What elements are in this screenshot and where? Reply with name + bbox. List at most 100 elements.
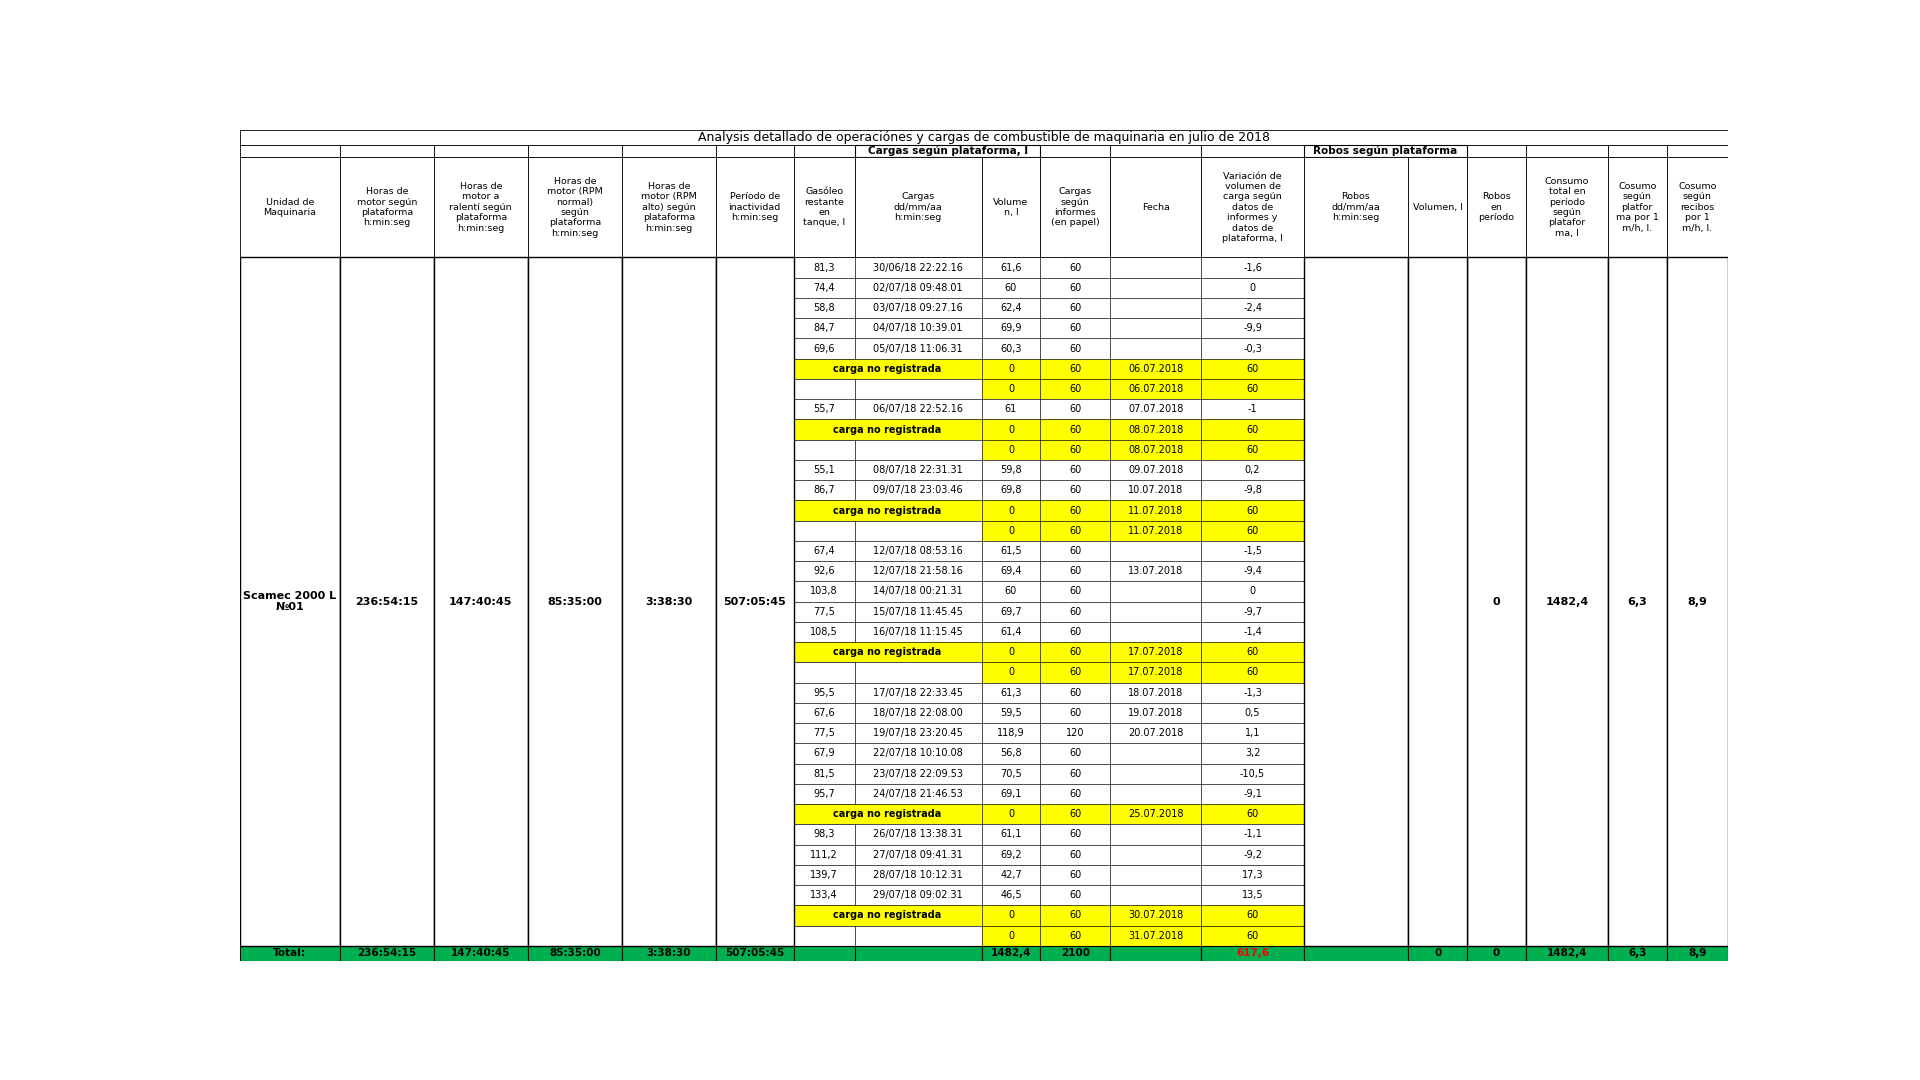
Text: carga no registrada: carga no registrada <box>833 505 941 515</box>
Bar <box>1409 643 1467 662</box>
Text: 56,8: 56,8 <box>1000 748 1021 758</box>
Text: -1,4: -1,4 <box>1242 627 1261 637</box>
Text: 58,8: 58,8 <box>814 303 835 313</box>
Text: 69,2: 69,2 <box>1000 850 1021 860</box>
Bar <box>1467 419 1526 440</box>
Bar <box>240 743 340 764</box>
Bar <box>1110 158 1202 257</box>
Text: Variación de
volumen de
carga según
datos de
informes y
datos de
plataforma, l: Variación de volumen de carga según dato… <box>1223 172 1283 243</box>
Bar <box>1526 440 1607 460</box>
Bar <box>793 278 854 298</box>
Bar <box>622 481 716 500</box>
Bar <box>793 581 854 602</box>
Bar <box>1607 662 1667 683</box>
Bar <box>981 158 1041 257</box>
Bar <box>622 724 716 743</box>
Bar <box>434 278 528 298</box>
Bar <box>981 683 1041 703</box>
Text: carga no registrada: carga no registrada <box>833 424 941 434</box>
Bar <box>1041 845 1110 865</box>
Bar <box>854 257 981 278</box>
Bar <box>1304 338 1409 359</box>
Text: 25.07.2018: 25.07.2018 <box>1127 809 1183 820</box>
Bar <box>340 257 434 946</box>
Bar <box>793 662 854 683</box>
Bar <box>1110 257 1202 278</box>
Text: 60: 60 <box>1069 343 1081 353</box>
Bar <box>716 764 793 784</box>
Bar <box>981 338 1041 359</box>
Bar <box>793 886 854 905</box>
Text: 60: 60 <box>1069 566 1081 577</box>
Text: 0: 0 <box>1008 809 1014 820</box>
Bar <box>1467 257 1526 946</box>
Bar <box>1304 278 1409 298</box>
Text: 6,3: 6,3 <box>1628 948 1647 959</box>
Bar <box>340 602 434 622</box>
Bar <box>240 845 340 865</box>
Bar <box>528 359 622 379</box>
Bar <box>528 683 622 703</box>
Bar <box>716 400 793 419</box>
Text: 60: 60 <box>1069 890 1081 901</box>
Bar <box>716 319 793 338</box>
Bar <box>981 805 1041 824</box>
Bar <box>1667 379 1728 400</box>
Bar <box>1202 500 1304 521</box>
Bar <box>1202 562 1304 581</box>
Bar <box>1202 622 1304 643</box>
Bar <box>793 400 854 419</box>
Bar <box>1202 158 1304 257</box>
Bar <box>1304 521 1409 541</box>
Bar <box>1409 379 1467 400</box>
Bar <box>1202 865 1304 886</box>
Text: -0,3: -0,3 <box>1242 343 1261 353</box>
Bar <box>1667 319 1728 338</box>
Bar <box>340 158 434 257</box>
Bar <box>1202 805 1304 824</box>
Bar <box>1041 338 1110 359</box>
Bar <box>1202 784 1304 805</box>
Text: 67,4: 67,4 <box>814 546 835 556</box>
Bar <box>1667 521 1728 541</box>
Text: Cosumo
según
platfor
ma por 1
m/h, l.: Cosumo según platfor ma por 1 m/h, l. <box>1617 183 1659 232</box>
Bar <box>1467 500 1526 521</box>
Text: 60: 60 <box>1246 424 1260 434</box>
Bar <box>1110 784 1202 805</box>
Bar <box>1667 400 1728 419</box>
Bar <box>1304 145 1409 158</box>
Bar <box>716 643 793 662</box>
Bar <box>1667 581 1728 602</box>
Bar <box>434 319 528 338</box>
Bar <box>1607 158 1667 257</box>
Text: 111,2: 111,2 <box>810 850 837 860</box>
Bar <box>1607 784 1667 805</box>
Bar <box>1409 158 1467 257</box>
Bar <box>1667 622 1728 643</box>
Bar <box>340 683 434 703</box>
Bar <box>340 419 434 440</box>
Bar <box>528 724 622 743</box>
Text: 60: 60 <box>1246 445 1260 455</box>
Bar <box>1202 581 1304 602</box>
Text: 60: 60 <box>1069 586 1081 596</box>
Bar <box>1526 158 1607 257</box>
Bar <box>981 643 1041 662</box>
Bar <box>434 743 528 764</box>
Bar <box>1304 724 1409 743</box>
Text: Cargas
según
informes
(en papel): Cargas según informes (en papel) <box>1050 187 1100 228</box>
Text: 13,5: 13,5 <box>1242 890 1263 901</box>
Bar <box>1202 724 1304 743</box>
Bar <box>1607 379 1667 400</box>
Bar <box>854 400 981 419</box>
Bar <box>716 724 793 743</box>
Bar <box>793 379 854 400</box>
Bar <box>1607 541 1667 562</box>
Bar <box>1607 419 1667 440</box>
Text: 1482,4: 1482,4 <box>991 948 1031 959</box>
Bar <box>716 500 793 521</box>
Bar <box>1202 743 1304 764</box>
Text: 60: 60 <box>1069 526 1081 536</box>
Bar <box>1607 521 1667 541</box>
Bar <box>981 379 1041 400</box>
